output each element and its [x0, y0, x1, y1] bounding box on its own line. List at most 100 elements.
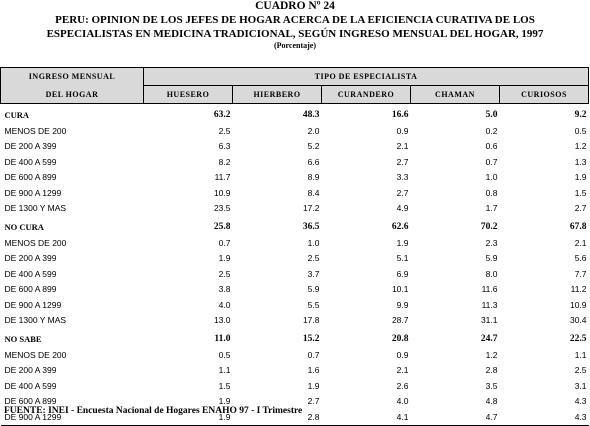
table-cell: 2.1	[396, 365, 409, 376]
row-label: DE 200 A 399	[4, 253, 57, 264]
table-cell: 2.5	[218, 125, 231, 136]
section-total-cell: 48.3	[302, 109, 320, 120]
section-label: CURA	[4, 109, 30, 120]
section-total-cell: 24.7	[480, 333, 498, 344]
table-cell: 1.5	[574, 187, 587, 198]
table-cell: 3.3	[396, 172, 409, 183]
row-label: DE 400 A 599	[4, 380, 57, 391]
section-total-cell: 9.2	[574, 109, 587, 120]
table-cell: 2.6	[396, 380, 409, 391]
section-label: NO SABE	[4, 333, 42, 344]
table-body: CURA 63.2 48.3 16.6 5.0 9.2 MENOS DE 200 2.5 2.0…	[0, 104, 589, 426]
table-cell: 2.7	[396, 156, 409, 167]
table-cell: 4.8	[485, 396, 498, 407]
section-total-cell: 67.8	[569, 221, 587, 232]
table-row: MENOS DE 200 2.5 2.0 0.9 0.2 0.5	[1, 123, 589, 139]
table-cell: 1.2	[574, 141, 587, 152]
table-row: DE 200 A 399 1.9 2.5 5.1 5.9 5.6	[1, 251, 589, 267]
source-note: FUENTE: INEI - Encuesta Nacional de Hoga…	[4, 406, 303, 416]
section-total-cell: 70.2	[480, 221, 498, 232]
column-header-hierbero: HIERBERO	[232, 85, 322, 104]
table-cell: 2.0	[307, 125, 320, 136]
title-line-1: PERU: OPINION DE LOS JEFES DE HOGAR ACER…	[55, 14, 535, 26]
table-cell: 1.9	[574, 172, 587, 183]
column-header-huesero: HUESERO	[143, 85, 233, 104]
table-cell: 1.5	[218, 380, 231, 391]
row-label: MENOS DE 200	[4, 349, 67, 360]
table-cell: 4.3	[574, 396, 587, 407]
column-header-curandero: CURANDERO	[321, 85, 411, 104]
table-cell: 1.3	[574, 156, 587, 167]
title-line-2: ESPECIALISTAS EN MEDICINA TRADICIONAL, S…	[46, 28, 544, 40]
section-label: NO CURA	[4, 221, 44, 232]
table-cell: 4.0	[396, 396, 409, 407]
table-row: DE 1300 Y MAS 23.5 17.2 4.9 1.7 2.7	[1, 201, 589, 217]
section-total-row: NO SABE 11.0 15.2 20.8 24.7 22.5	[1, 328, 589, 347]
table-number: CUADRO Nº 24	[255, 0, 335, 12]
table-cell: 8.4	[307, 187, 320, 198]
table-row: DE 600 A 899 11.7 8.9 3.3 1.0 1.9	[1, 170, 589, 186]
table-cell: 10.9	[213, 187, 231, 198]
table-cell: 3.7	[307, 268, 320, 279]
table-cell: 2.7	[396, 187, 409, 198]
table-cell: 1.0	[307, 237, 320, 248]
row-label: DE 900 A 1299	[4, 299, 62, 310]
table-cell: 4.9	[396, 203, 409, 214]
row-label: DE 400 A 599	[4, 156, 57, 167]
table-cell: 17.2	[302, 203, 320, 214]
section-total-cell: 62.6	[391, 221, 409, 232]
section-total-cell: 22.5	[569, 333, 587, 344]
table-cell: 2.5	[218, 268, 231, 279]
data-table: INGRESO MENSUAL TIPO DE ESPECIALISTA DEL…	[0, 67, 590, 426]
section-total-cell: 20.8	[391, 333, 409, 344]
table-row: DE 600 A 899 1.9 2.7 4.0 4.8 4.3	[1, 394, 589, 410]
table-cell: 5.5	[307, 299, 320, 310]
table-cell: 1.9	[218, 396, 231, 407]
table-cell: 0.9	[396, 349, 409, 360]
table-cell: 2.7	[307, 396, 320, 407]
table-cell: 0.5	[574, 125, 587, 136]
table-row: DE 400 A 599 8.2 6.6 2.7 0.7 1.3	[1, 154, 589, 170]
table-cell: 10.1	[391, 284, 409, 295]
table-cell: 0.8	[485, 187, 498, 198]
table-cell: 6.9	[396, 268, 409, 279]
table-cell: 5.1	[396, 253, 409, 264]
table-cell: 8.2	[218, 156, 231, 167]
section-total-cell: 16.6	[391, 109, 409, 120]
row-label: MENOS DE 200	[4, 237, 67, 248]
row-label: DE 600 A 899	[4, 396, 57, 407]
table-cell: 1.7	[485, 203, 498, 214]
table-cell: 1.9	[218, 253, 231, 264]
table-cell: 11.7	[214, 172, 231, 183]
table-row: DE 200 A 399 6.3 5.2 2.1 0.6 1.2	[1, 139, 589, 155]
table-cell: 7.7	[574, 268, 587, 279]
table-cell: 30.4	[569, 315, 587, 326]
table-row: DE 900 A 1299 4.0 5.5 9.9 11.3 10.9	[1, 297, 589, 313]
row-label: DE 1300 Y MAS	[4, 203, 67, 214]
table-cell: 1.0	[485, 172, 498, 183]
table-cell: 2.3	[485, 237, 498, 248]
table-row: DE 1300 Y MAS 13.0 17.8 28.7 31.1 30.4	[1, 313, 589, 329]
table-cell: 6.3	[218, 141, 231, 152]
column-header-chaman: CHAMAN	[410, 85, 500, 104]
row-label: DE 1300 Y MAS	[4, 315, 67, 326]
table-cell: 9.9	[396, 299, 409, 310]
table-cell: 1.2	[485, 349, 498, 360]
table-cell: 10.9	[569, 299, 587, 310]
table-cell: 3.5	[485, 380, 498, 391]
section-total-cell: 36.5	[302, 221, 320, 232]
column-header-curiosos: CURIOSOS	[499, 85, 590, 104]
section-total-cell: 5.0	[485, 109, 498, 120]
table-cell: 5.9	[307, 284, 320, 295]
row-label: DE 600 A 899	[4, 284, 57, 295]
table-row: DE 600 A 899 3.8 5.9 10.1 11.6 11.2	[1, 282, 589, 298]
row-label: DE 400 A 599	[4, 268, 57, 279]
stub-header-2: DEL HOGAR	[0, 85, 144, 104]
section-total-row: CURA 63.2 48.3 16.6 5.0 9.2	[1, 104, 589, 124]
table-cell: 11.2	[570, 284, 587, 295]
table-row: DE 400 A 599 2.5 3.7 6.9 8.0 7.7	[1, 266, 589, 282]
table-cell: 2.7	[574, 203, 587, 214]
section-total-cell: 11.0	[214, 333, 231, 344]
row-label: MENOS DE 200	[4, 125, 67, 136]
table-cell: 0.2	[485, 125, 498, 136]
